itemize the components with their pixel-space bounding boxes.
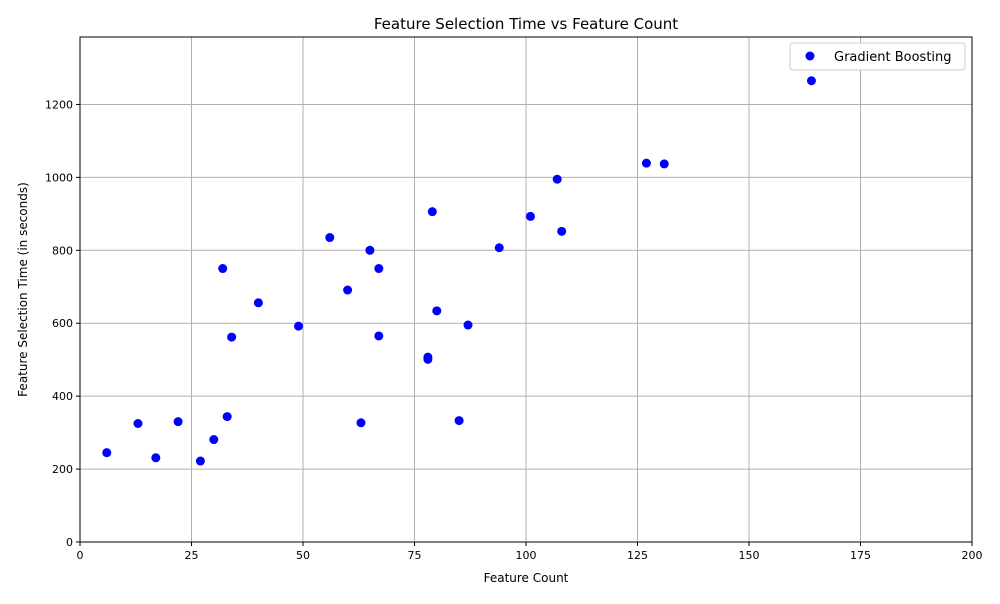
y-tick-label: 1000	[45, 171, 73, 184]
data-point	[133, 418, 143, 428]
data-point	[209, 435, 219, 445]
data-point	[173, 417, 183, 427]
data-point	[659, 159, 669, 169]
legend: Gradient Boosting	[789, 42, 966, 71]
y-tick-label: 200	[52, 463, 73, 476]
x-tick-label: 0	[77, 549, 84, 562]
data-point	[374, 331, 384, 341]
chart-title: Feature Selection Time vs Feature Count	[374, 15, 678, 33]
data-point	[423, 354, 433, 364]
data-point	[325, 233, 335, 243]
x-axis-label: Feature Count	[484, 571, 569, 585]
data-point	[102, 448, 112, 458]
data-point	[195, 456, 205, 466]
y-tick-label: 600	[52, 317, 73, 330]
x-tick-label: 25	[185, 549, 199, 562]
data-point	[454, 416, 464, 426]
legend-box	[789, 42, 966, 71]
data-point	[494, 243, 504, 253]
x-tick-label: 100	[516, 549, 537, 562]
x-tick-label: 200	[962, 549, 983, 562]
data-point	[806, 76, 816, 86]
data-point	[253, 298, 263, 308]
y-tick-label: 400	[52, 390, 73, 403]
data-point	[525, 211, 535, 221]
data-point	[374, 264, 384, 274]
data-point	[432, 306, 442, 316]
data-point	[365, 245, 375, 255]
data-point	[427, 207, 437, 217]
y-tick-label: 800	[52, 244, 73, 257]
data-point	[343, 285, 353, 295]
data-point	[557, 226, 567, 236]
x-tick-label: 125	[627, 549, 648, 562]
data-point	[294, 321, 304, 331]
data-point	[218, 264, 228, 274]
x-tick-label: 150	[739, 549, 760, 562]
x-axis-ticks: 0 25 50 75 100 125 150 175 200	[77, 542, 983, 562]
legend-label: Gradient Boosting	[834, 50, 952, 65]
data-point	[356, 418, 366, 428]
x-tick-label: 75	[408, 549, 422, 562]
x-tick-label: 175	[850, 549, 871, 562]
y-axis-ticks: 0 200 400 600 800 1000 1200	[45, 98, 80, 549]
data-points	[102, 76, 816, 466]
y-axis-label: Feature Selection Time (in seconds)	[16, 182, 30, 397]
y-tick-label: 1200	[45, 98, 73, 111]
legend-marker	[805, 51, 815, 61]
data-point	[641, 158, 651, 168]
y-tick-label: 0	[66, 536, 73, 549]
x-tick-label: 50	[296, 549, 310, 562]
data-point	[552, 174, 562, 184]
data-point	[227, 332, 237, 342]
data-point	[222, 412, 232, 422]
data-point	[463, 320, 473, 330]
data-point	[151, 453, 161, 463]
